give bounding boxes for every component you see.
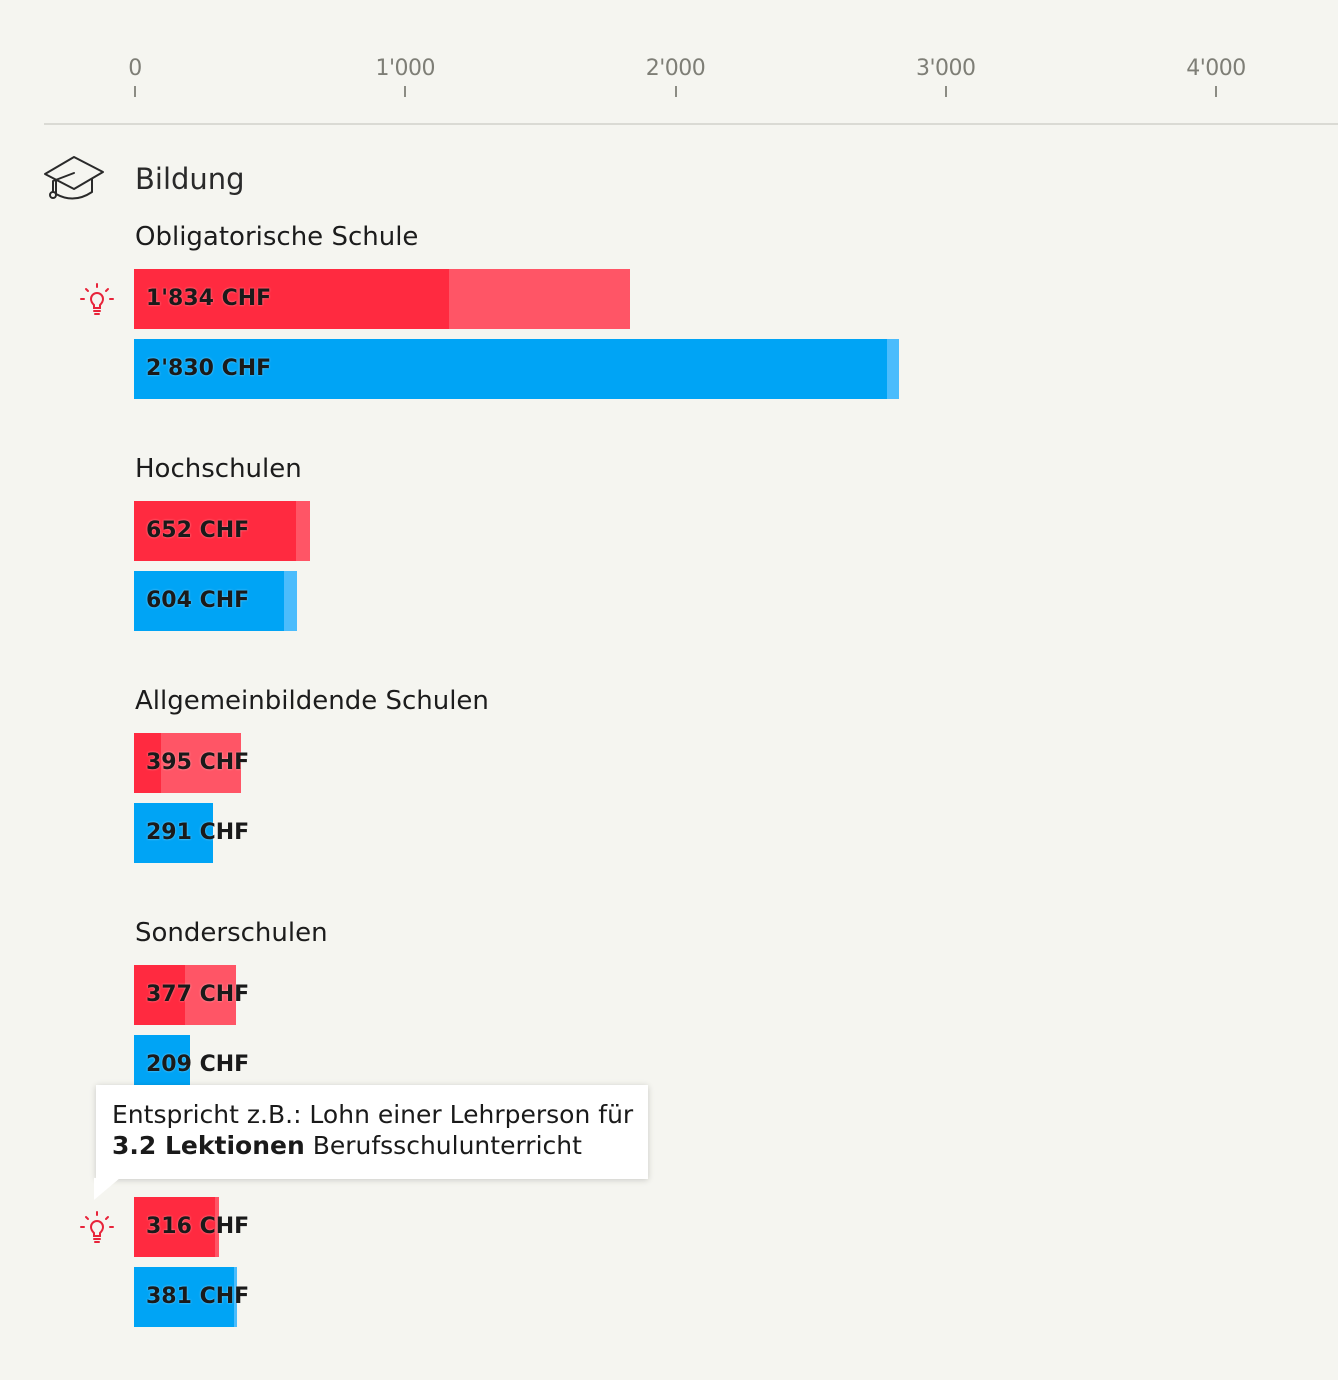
bar-red[interactable]: 395 CHF xyxy=(134,733,249,793)
section-title: Bildung xyxy=(135,162,245,196)
bar-value-label: 291 CHF xyxy=(146,820,250,845)
x-tick-label: 3'000 xyxy=(915,56,976,81)
bar-red[interactable]: 1'834 CHF xyxy=(134,269,630,329)
bar-segment-dark xyxy=(134,733,162,793)
category-label: Hochschulen xyxy=(135,454,302,484)
bar-blue[interactable]: 2'830 CHF xyxy=(134,339,899,399)
bar-blue[interactable]: 381 CHF xyxy=(134,1267,249,1327)
bar-red[interactable]: 316 CHF xyxy=(134,1197,249,1257)
tooltip-rest: Berufsschulunterricht xyxy=(304,1131,582,1160)
x-tick-mark xyxy=(944,86,947,97)
bar-segment-dark xyxy=(134,803,213,863)
x-tick-mark xyxy=(1215,86,1217,97)
bar-segment-dark xyxy=(134,571,284,631)
bar-blue[interactable]: 604 CHF xyxy=(134,571,298,631)
category-label: Allgemeinbildende Schulen xyxy=(135,686,489,716)
graduation-cap-icon xyxy=(44,156,104,200)
bar-blue[interactable]: 291 CHF xyxy=(134,803,249,863)
x-tick-label: 1'000 xyxy=(375,56,436,81)
x-tick-label: 4'000 xyxy=(1186,56,1246,81)
bar-segment-dark xyxy=(134,965,186,1025)
tooltip-text: Entspricht z.B.: Lohn einer Lehrperson f… xyxy=(112,1099,634,1161)
bar-segment-dark xyxy=(134,339,887,399)
bar-value-label: 209 CHF xyxy=(146,1052,250,1077)
bar-value-label: 604 CHF xyxy=(146,588,250,613)
x-tick-label: 0 xyxy=(128,56,142,81)
bar-red[interactable]: 652 CHF xyxy=(134,501,311,561)
x-tick-mark xyxy=(404,86,407,97)
tooltip-pointer xyxy=(94,1178,120,1200)
bar-value-label: 652 CHF xyxy=(146,518,250,543)
axis-baseline xyxy=(44,123,1338,125)
x-tick-mark xyxy=(674,86,677,97)
bar-value-label: 377 CHF xyxy=(146,982,250,1007)
tooltip: Entspricht z.B.: Lohn einer Lehrperson f… xyxy=(96,1085,648,1179)
bar-segment-dark xyxy=(134,1267,234,1327)
x-tick-label: 2'000 xyxy=(645,56,706,81)
x-tick-mark xyxy=(134,86,136,97)
lightbulb-icon[interactable] xyxy=(78,280,116,318)
category-label: Obligatorische Schule xyxy=(135,222,419,252)
tooltip-line1: Entspricht z.B.: Lohn einer Lehrperson f… xyxy=(112,1100,634,1129)
bar-segment-dark xyxy=(134,1197,216,1257)
bar-segment-dark xyxy=(134,501,297,561)
category-label: Sonderschulen xyxy=(135,918,328,948)
bar-segment-dark xyxy=(134,269,449,329)
bar-value-label: 381 CHF xyxy=(146,1284,250,1309)
bar-red[interactable]: 377 CHF xyxy=(134,965,249,1025)
tooltip-bold: 3.2 Lektionen xyxy=(112,1131,305,1160)
bar-value-label: 2'830 CHF xyxy=(146,356,272,381)
x-axis: 0 1'000 2'000 3'000 4'000 xyxy=(0,0,1338,130)
lightbulb-icon[interactable] xyxy=(78,1208,116,1246)
bar-value-label: 316 CHF xyxy=(146,1214,250,1239)
bar-value-label: 1'834 CHF xyxy=(146,286,272,311)
bar-value-label: 395 CHF xyxy=(146,750,250,775)
